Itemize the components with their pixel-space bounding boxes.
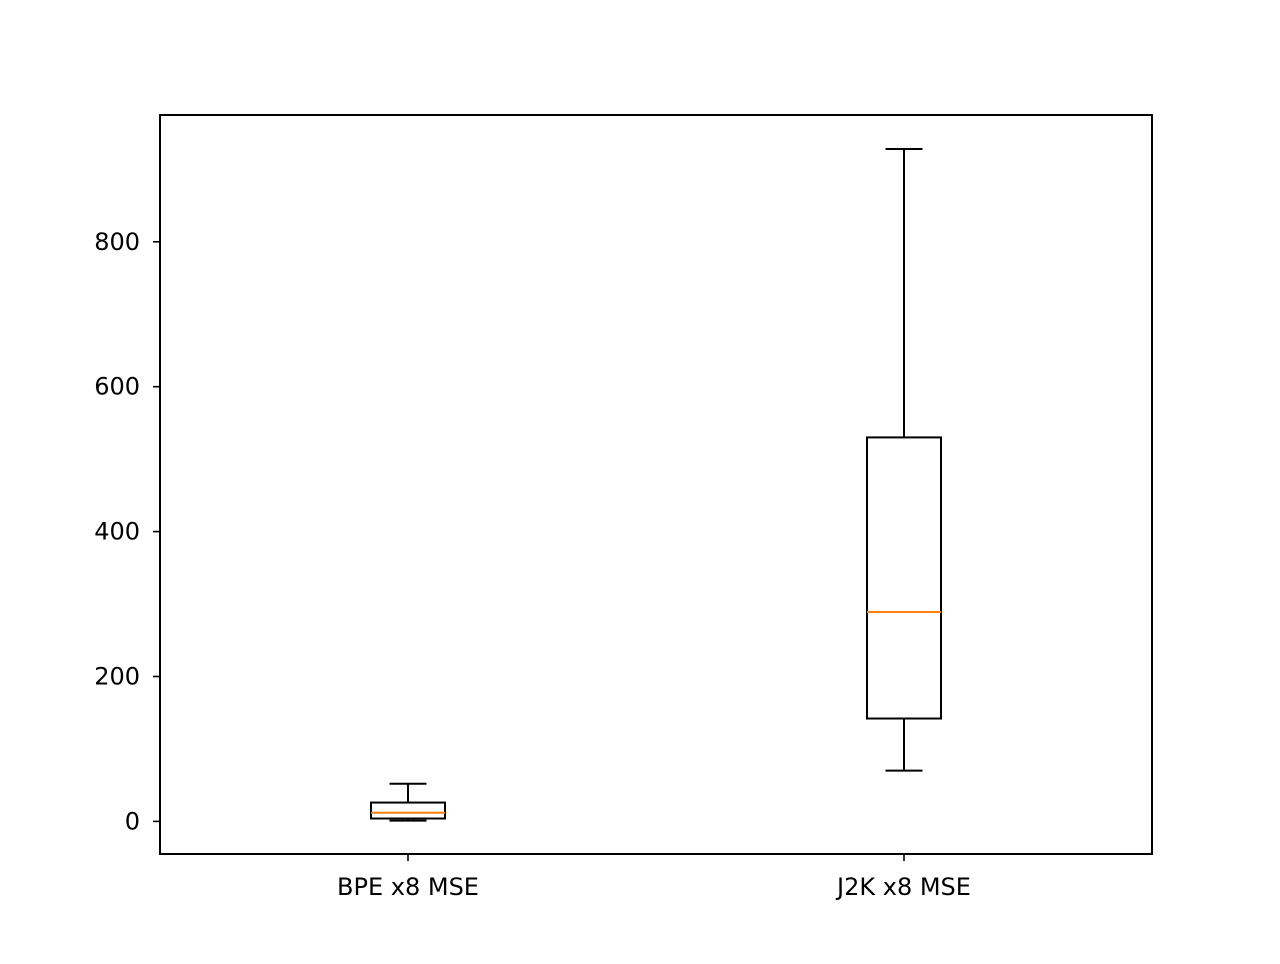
y-axis: 0 200 400 600 800	[94, 228, 160, 835]
iqr-box	[866, 436, 942, 720]
y-tick-label: 800	[94, 228, 140, 256]
box-group	[370, 782, 446, 822]
box-group	[866, 148, 942, 772]
plot-area-frame	[159, 114, 1153, 855]
y-tick-label: 0	[125, 807, 140, 835]
y-tick-label: 200	[94, 662, 140, 690]
y-tick-label: 400	[94, 518, 140, 546]
x-tick-label: BPE x8 MSE	[337, 873, 479, 901]
iqr-box	[370, 801, 446, 820]
box-series	[370, 148, 942, 822]
x-tick-label: J2K x8 MSE	[835, 873, 971, 901]
x-axis: BPE x8 MSE J2K x8 MSE	[337, 854, 971, 901]
y-tick-label: 600	[94, 373, 140, 401]
